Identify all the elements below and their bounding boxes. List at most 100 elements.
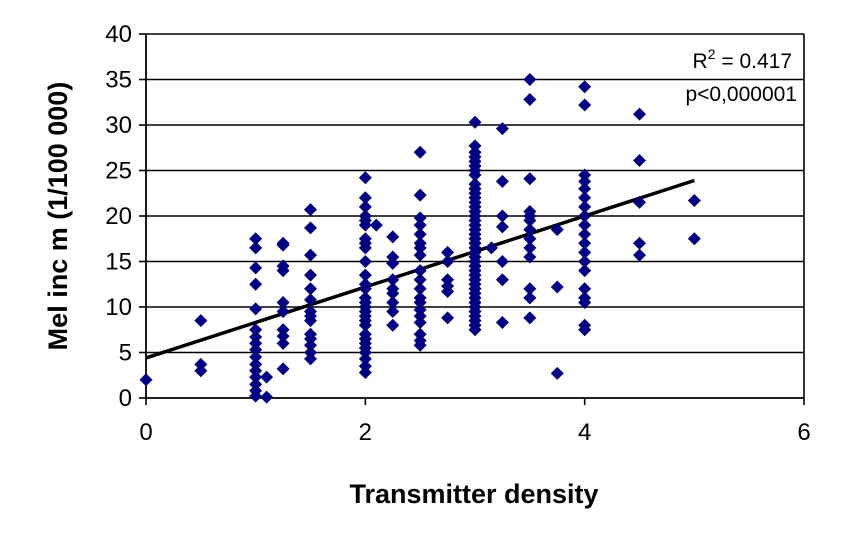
data-point-73 xyxy=(358,366,372,380)
data-points xyxy=(139,73,701,404)
data-point-194 xyxy=(633,153,646,167)
data-point-30 xyxy=(276,336,290,350)
data-point-23 xyxy=(276,238,290,252)
data-point-187 xyxy=(578,264,592,278)
x-tick-label-6: 6 xyxy=(797,419,810,446)
y-tick-label-20: 20 xyxy=(105,203,132,230)
data-point-107 xyxy=(441,285,455,299)
data-point-165 xyxy=(523,232,537,246)
data-point-163 xyxy=(523,214,537,228)
data-point-16 xyxy=(249,370,263,384)
y-tick-label-40: 40 xyxy=(105,21,132,48)
data-point-55 xyxy=(358,255,372,268)
data-point-82 xyxy=(386,305,400,319)
data-point-99 xyxy=(413,315,427,329)
data-point-199 xyxy=(687,232,701,246)
data-point-93 xyxy=(413,273,427,287)
data-point-116 xyxy=(468,168,482,182)
data-point-168 xyxy=(523,282,537,296)
data-point-36 xyxy=(304,282,317,296)
data-point-155 xyxy=(495,255,509,268)
data-point-160 xyxy=(523,172,537,186)
data-point-74 xyxy=(369,218,383,232)
data-point-109 xyxy=(468,115,482,129)
data-point-3 xyxy=(194,364,208,378)
data-point-90 xyxy=(413,241,427,255)
data-point-198 xyxy=(687,194,701,208)
data-point-170 xyxy=(523,311,537,325)
data-point-40 xyxy=(304,314,317,328)
x-tick-label-0: 0 xyxy=(139,419,152,446)
r-squared-exponent: 2 xyxy=(708,46,716,62)
data-point-75 xyxy=(386,230,400,244)
p-value-label: p<0,000001 xyxy=(685,83,797,106)
data-point-177 xyxy=(578,174,592,188)
data-point-13 xyxy=(249,350,263,364)
data-point-8 xyxy=(249,302,263,316)
data-point-12 xyxy=(249,343,263,357)
data-point-151 xyxy=(495,122,509,136)
data-point-34 xyxy=(304,248,317,262)
data-point-87 xyxy=(413,218,427,232)
data-point-91 xyxy=(413,248,427,262)
data-point-185 xyxy=(578,245,592,259)
data-point-54 xyxy=(358,241,372,255)
data-point-58 xyxy=(358,282,372,296)
data-point-183 xyxy=(578,227,592,241)
data-point-65 xyxy=(358,318,372,332)
data-point-153 xyxy=(495,209,509,223)
data-point-20 xyxy=(260,370,274,384)
data-point-164 xyxy=(523,223,537,237)
data-point-7 xyxy=(249,277,263,291)
data-point-46 xyxy=(358,171,372,185)
data-point-103 xyxy=(441,245,455,259)
data-point-173 xyxy=(550,366,564,380)
data-point-88 xyxy=(413,227,427,241)
data-point-48 xyxy=(358,200,372,214)
data-point-4 xyxy=(249,232,263,246)
data-point-102 xyxy=(413,338,427,352)
y-tick-label-30: 30 xyxy=(105,112,132,139)
data-point-192 xyxy=(578,323,592,337)
data-point-157 xyxy=(495,315,509,329)
data-point-0 xyxy=(139,373,153,387)
data-point-84 xyxy=(413,145,427,159)
data-point-158 xyxy=(523,73,537,86)
data-point-179 xyxy=(578,191,592,205)
y-tick-label-10: 10 xyxy=(105,294,132,321)
tick-labels: 0 5 10 15 20 25 30 35 40 0 2 4 6 xyxy=(105,21,810,446)
data-point-150 xyxy=(484,241,498,255)
data-point-193 xyxy=(633,107,646,121)
data-point-83 xyxy=(386,318,400,332)
data-point-51 xyxy=(358,218,372,232)
data-point-178 xyxy=(578,182,592,196)
data-point-175 xyxy=(578,98,592,112)
r-squared-value: = 0.417 xyxy=(716,50,792,73)
data-point-35 xyxy=(304,268,317,282)
data-point-169 xyxy=(523,291,537,305)
data-point-6 xyxy=(249,261,263,275)
x-tick-label-2: 2 xyxy=(359,419,372,446)
data-point-104 xyxy=(441,255,455,268)
data-point-196 xyxy=(633,236,646,250)
data-point-81 xyxy=(386,295,400,309)
data-point-56 xyxy=(358,268,372,282)
data-point-25 xyxy=(276,264,290,278)
data-point-108 xyxy=(441,311,455,325)
data-point-9 xyxy=(249,323,263,337)
data-point-96 xyxy=(413,295,427,309)
data-point-47 xyxy=(358,191,372,205)
data-point-184 xyxy=(578,236,592,250)
data-point-27 xyxy=(276,305,290,319)
data-point-174 xyxy=(578,80,592,94)
r-squared-base: R xyxy=(693,50,708,73)
data-point-77 xyxy=(386,256,400,270)
y-tick-label-0: 0 xyxy=(119,385,132,412)
data-point-149 xyxy=(468,323,482,337)
data-point-152 xyxy=(495,174,509,188)
data-point-180 xyxy=(578,200,592,214)
data-point-94 xyxy=(413,282,427,296)
data-point-80 xyxy=(386,286,400,300)
x-axis-title: Transmitter density xyxy=(349,479,598,509)
